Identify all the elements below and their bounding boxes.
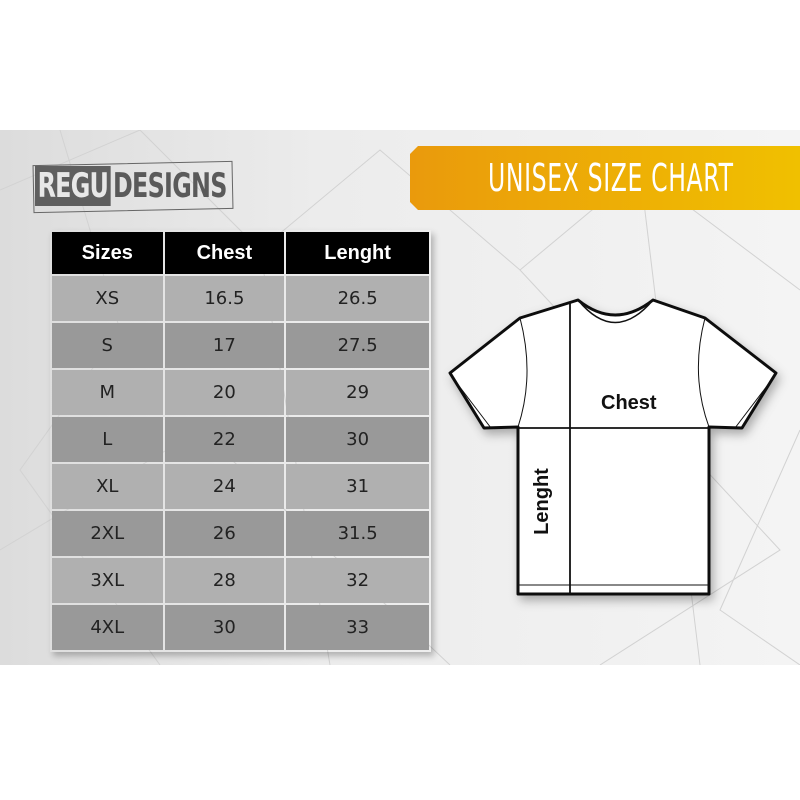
- tshirt-outline: [448, 298, 778, 596]
- table-row: 3XL 28 32: [52, 558, 429, 603]
- header-length: Lenght: [286, 232, 429, 274]
- length-cell: 27.5: [286, 323, 429, 368]
- chest-label: Chest: [601, 392, 657, 414]
- table-row: XL 24 31: [52, 464, 429, 509]
- table-row: L 22 30: [52, 417, 429, 462]
- sleeve-seams: [517, 317, 710, 428]
- chest-cell: 20: [164, 370, 285, 415]
- length-cell: 30: [286, 417, 429, 462]
- chest-cell: 22: [164, 417, 285, 462]
- collar: [577, 299, 654, 324]
- table-row: M 20 29: [52, 370, 429, 415]
- length-cell: 32: [286, 558, 429, 603]
- length-cell: 33: [286, 605, 429, 650]
- brand-logo: REGU DESIGNS: [32, 160, 238, 214]
- size-cell: L: [52, 417, 163, 462]
- length-cell: 31: [286, 464, 429, 509]
- chest-cell: 24: [164, 464, 285, 509]
- size-cell: 2XL: [52, 511, 163, 556]
- size-cell: XL: [52, 464, 163, 509]
- chest-cell: 17: [164, 323, 285, 368]
- table-row: 2XL 26 31.5: [52, 511, 429, 556]
- logo-part2: DESIGNS: [113, 166, 227, 206]
- size-cell: XS: [52, 276, 163, 321]
- table-row: 4XL 30 33: [52, 605, 429, 650]
- length-cell: 26.5: [286, 276, 429, 321]
- table-row: XS 16.5 26.5: [52, 276, 429, 321]
- length-cell: 31.5: [286, 511, 429, 556]
- size-cell: 3XL: [52, 558, 163, 603]
- size-cell: 4XL: [52, 605, 163, 650]
- sleeve-cuffs: [455, 381, 771, 429]
- table-header: Sizes Chest Lenght: [52, 232, 429, 274]
- title-banner: UNISEX SIZE CHART: [410, 146, 800, 210]
- size-cell: S: [52, 323, 163, 368]
- header-chest: Chest: [164, 232, 285, 274]
- chest-cell: 30: [164, 605, 285, 650]
- chest-cell: 28: [164, 558, 285, 603]
- page-title: UNISEX SIZE CHART: [488, 156, 734, 200]
- table-row: S 17 27.5: [52, 323, 429, 368]
- chest-cell: 16.5: [164, 276, 285, 321]
- length-label: Lenght: [530, 468, 553, 535]
- chest-cell: 26: [164, 511, 285, 556]
- header-sizes: Sizes: [52, 232, 163, 274]
- logo-part1: REGU: [35, 166, 111, 206]
- size-cell: M: [52, 370, 163, 415]
- length-cell: 29: [286, 370, 429, 415]
